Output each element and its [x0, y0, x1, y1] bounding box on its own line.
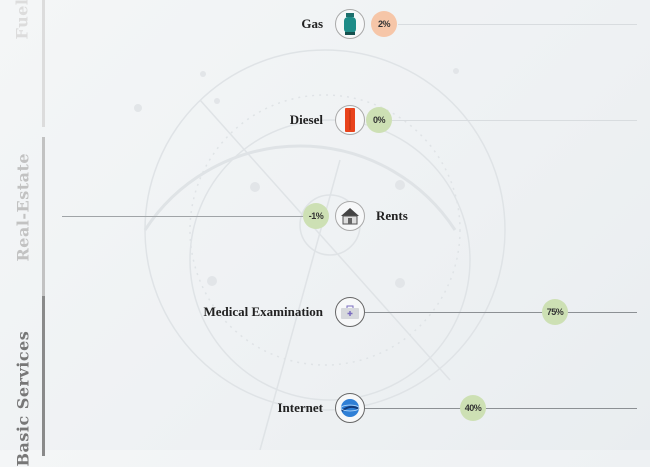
- rents-line: [62, 216, 304, 217]
- gas-line: [398, 24, 637, 25]
- medical-examination-label: Medical Examination: [203, 304, 323, 319]
- gas-value-badge: 2%: [371, 11, 397, 37]
- internet-value-badge: 40%: [460, 395, 486, 421]
- section-label-basic-services: Basic Services: [13, 330, 33, 467]
- diesel-line: [392, 120, 637, 121]
- section-label-fuel: Fuel: [12, 0, 32, 40]
- internet-label: Internet: [277, 400, 324, 415]
- diesel-canister-icon: [335, 105, 365, 135]
- diesel-value-badge: 0%: [366, 107, 392, 133]
- background-decoration: [134, 49, 506, 450]
- section-label-real-estate: Real-Estate: [13, 152, 33, 262]
- globe-icon: [335, 393, 365, 423]
- gas-label: Gas: [301, 16, 323, 31]
- house-icon: [335, 201, 365, 231]
- gas-cylinder-icon: [335, 9, 365, 39]
- internet-line: [365, 408, 637, 409]
- diesel-label: Diesel: [289, 112, 323, 127]
- section-divider-real-estate: [42, 137, 45, 297]
- rents-value-badge: -1%: [303, 203, 329, 229]
- rents-label: Rents: [376, 208, 408, 223]
- medical-examination-line: [365, 312, 637, 313]
- section-divider-basic-services: [42, 296, 45, 456]
- section-divider-fuel: [42, 0, 45, 127]
- medical-kit-icon: [335, 297, 365, 327]
- medical-examination-value-badge: 75%: [542, 299, 568, 325]
